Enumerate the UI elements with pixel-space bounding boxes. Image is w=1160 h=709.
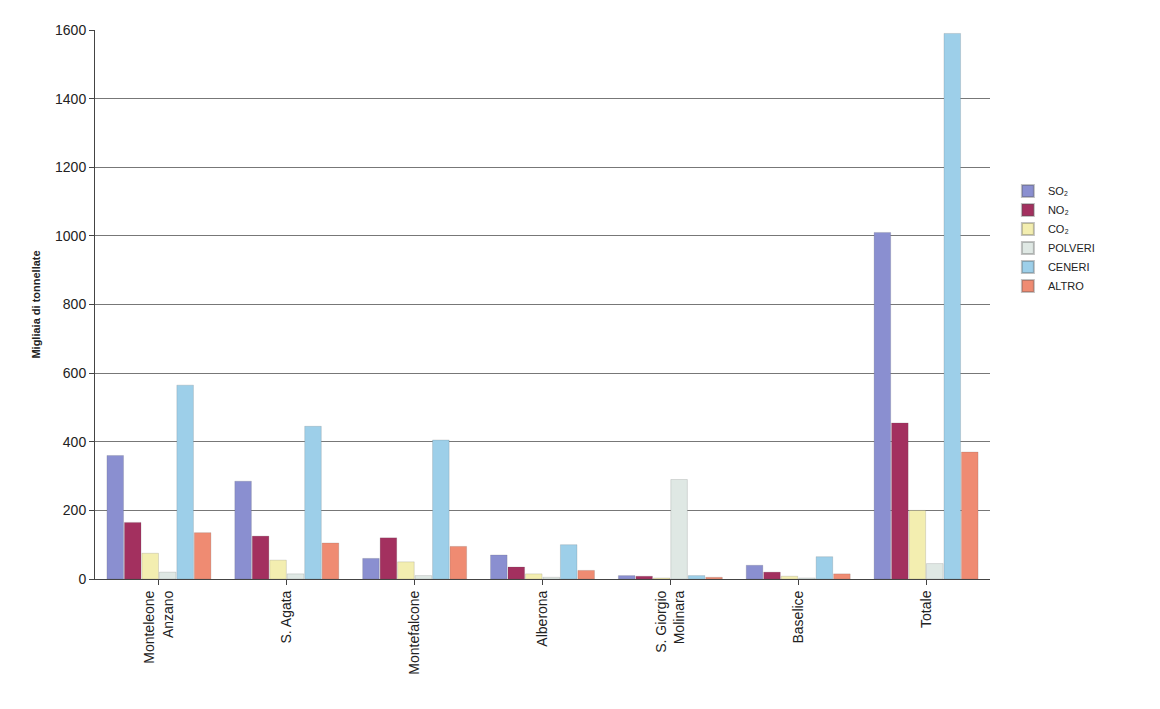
svg-text:1200: 1200	[55, 159, 86, 175]
svg-text:Totale: Totale	[918, 590, 934, 628]
svg-text:CENERI: CENERI	[1048, 261, 1090, 273]
svg-text:S. GiorgioMolinara: S. GiorgioMolinara	[653, 590, 687, 652]
svg-text:SO₂: SO₂	[1048, 185, 1068, 197]
svg-text:400: 400	[63, 434, 87, 450]
svg-text:Baselice: Baselice	[790, 590, 806, 643]
svg-text:Migliaia di tonnellate: Migliaia di tonnellate	[30, 250, 42, 358]
svg-text:1400: 1400	[55, 91, 86, 107]
svg-text:CO₂: CO₂	[1048, 223, 1069, 235]
svg-text:ALTRO: ALTRO	[1048, 280, 1084, 292]
svg-text:600: 600	[63, 365, 87, 381]
svg-text:200: 200	[63, 502, 87, 518]
svg-text:Alberona: Alberona	[534, 590, 550, 646]
svg-text:1600: 1600	[55, 22, 86, 38]
svg-text:0: 0	[78, 571, 86, 587]
svg-text:1000: 1000	[55, 228, 86, 244]
svg-text:800: 800	[63, 296, 87, 312]
svg-text:POLVERI: POLVERI	[1048, 242, 1095, 254]
svg-text:MonteleoneAnzano: MonteleoneAnzano	[141, 590, 175, 663]
svg-text:NO₂: NO₂	[1048, 204, 1069, 216]
svg-text:S. Agata: S. Agata	[278, 590, 294, 643]
svg-text:Montefalcone: Montefalcone	[406, 590, 422, 674]
